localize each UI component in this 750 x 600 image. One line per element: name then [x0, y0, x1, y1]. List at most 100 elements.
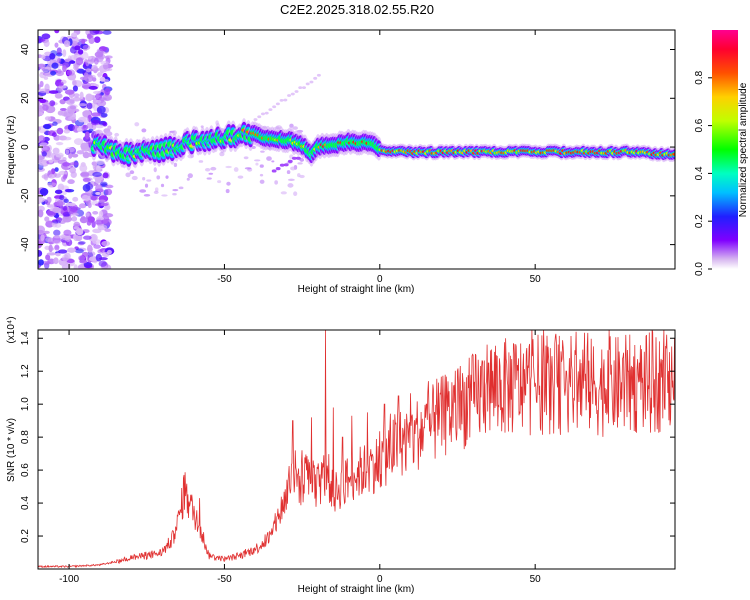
- noise-speck: [38, 250, 43, 257]
- noise-speck: [292, 126, 298, 130]
- noise-speck: [254, 159, 261, 162]
- spectrogram-frame: [37, 29, 676, 270]
- noise-speck: [260, 112, 265, 116]
- noise-speck: [172, 193, 177, 196]
- spectrogram-ridge: [90, 118, 675, 171]
- spectrogram-panel: -100 -50 0 50 40 20 0 -20 -40 Height of straight…: [6, 29, 676, 295]
- noise-speck: [105, 131, 113, 137]
- noise-speck: [208, 172, 214, 175]
- noise-speck: [38, 225, 46, 234]
- noise-speck: [86, 33, 92, 40]
- y-tick-label: 0.2: [20, 529, 31, 543]
- y-tick-label: 0.6: [20, 463, 31, 477]
- noise-speck: [99, 181, 108, 186]
- noise-speck: [275, 167, 281, 171]
- noise-speck: [83, 235, 92, 240]
- noise-speck: [84, 264, 93, 269]
- noise-speck: [73, 221, 81, 228]
- noise-speck: [104, 88, 111, 96]
- noise-speck: [131, 175, 138, 181]
- noise-speck: [38, 155, 43, 164]
- noise-speck: [59, 81, 64, 87]
- noise-speck: [266, 156, 272, 161]
- noise-speck: [45, 254, 51, 261]
- spectrogram-xlabel: Height of straight line (km): [298, 284, 415, 295]
- noise-speck: [62, 205, 68, 211]
- noise-speck: [255, 162, 259, 166]
- noise-speck: [66, 258, 75, 264]
- noise-speck: [72, 212, 79, 216]
- noise-speck: [76, 150, 85, 155]
- noise-speck: [62, 162, 71, 167]
- noise-speck: [259, 164, 264, 168]
- noise-speck: [90, 195, 97, 201]
- noise-speck: [293, 191, 298, 196]
- noise-speck: [54, 223, 62, 228]
- noise-speck: [63, 198, 69, 204]
- noise-speck: [41, 174, 49, 179]
- noise-speck: [68, 152, 73, 159]
- noise-speck: [77, 255, 86, 261]
- noise-speck: [46, 204, 55, 208]
- noise-speck: [43, 124, 51, 130]
- noise-speck: [295, 156, 301, 160]
- noise-speck: [259, 173, 264, 177]
- noise-speck: [71, 36, 79, 44]
- noise-speck: [62, 215, 73, 223]
- noise-speck: [95, 184, 103, 193]
- noise-speck: [78, 116, 87, 123]
- noise-speck: [73, 93, 80, 98]
- colorbar-tick-label: 0.2: [694, 214, 705, 228]
- noise-speck: [102, 78, 109, 83]
- noise-speck: [55, 252, 61, 257]
- noise-speck: [72, 96, 81, 102]
- noise-speck: [38, 126, 41, 131]
- noise-speck: [41, 33, 51, 40]
- noise-speck: [62, 136, 72, 141]
- noise-speck: [104, 228, 112, 232]
- noise-speck: [52, 220, 62, 224]
- snr-multiplier: (x10⁴): [6, 316, 17, 343]
- noise-speck: [63, 229, 72, 236]
- noise-speck: [82, 183, 91, 192]
- noise-speck: [64, 252, 71, 260]
- noise-speck: [316, 73, 321, 77]
- noise-speck: [75, 57, 84, 66]
- spectrogram-data: [38, 30, 675, 269]
- noise-speck: [82, 177, 91, 183]
- x-tick-label: 0: [377, 274, 383, 285]
- noise-speck: [287, 94, 292, 97]
- noise-speck: [97, 71, 102, 78]
- noise-speck: [57, 110, 64, 116]
- noise-speck: [74, 45, 81, 51]
- noise-speck: [283, 163, 289, 167]
- noise-speck: [85, 93, 93, 102]
- noise-speck: [290, 166, 297, 171]
- noise-speck: [78, 103, 87, 107]
- noise-speck: [153, 190, 159, 194]
- noise-speck: [59, 99, 66, 105]
- noise-speck: [38, 209, 44, 218]
- y-tick-label: 20: [20, 92, 31, 104]
- x-tick-label: 50: [530, 274, 542, 285]
- noise-speck: [39, 80, 44, 88]
- spectrogram-axes: -100 -50 0 50 40 20 0 -20 -40: [20, 30, 675, 285]
- y-tick-label: 0.4: [20, 496, 31, 510]
- colorbar-tick-label: 0.8: [694, 70, 705, 84]
- noise-speck: [313, 76, 318, 80]
- noise-speck: [210, 166, 217, 171]
- noise-speck: [38, 105, 43, 112]
- noise-speck: [56, 200, 64, 207]
- noise-speck: [92, 210, 99, 215]
- noise-speck: [49, 52, 56, 60]
- noise-speck: [66, 69, 73, 76]
- noise-speck: [125, 172, 131, 178]
- noise-speck: [156, 175, 161, 180]
- noise-speck: [198, 160, 204, 163]
- y-tick-label: 1.0: [20, 397, 31, 411]
- noise-speck: [171, 130, 177, 136]
- noise-speck: [100, 112, 108, 118]
- colorbar-tick-label: 0.6: [694, 118, 705, 132]
- noise-speck: [253, 118, 258, 121]
- noise-speck: [49, 100, 56, 107]
